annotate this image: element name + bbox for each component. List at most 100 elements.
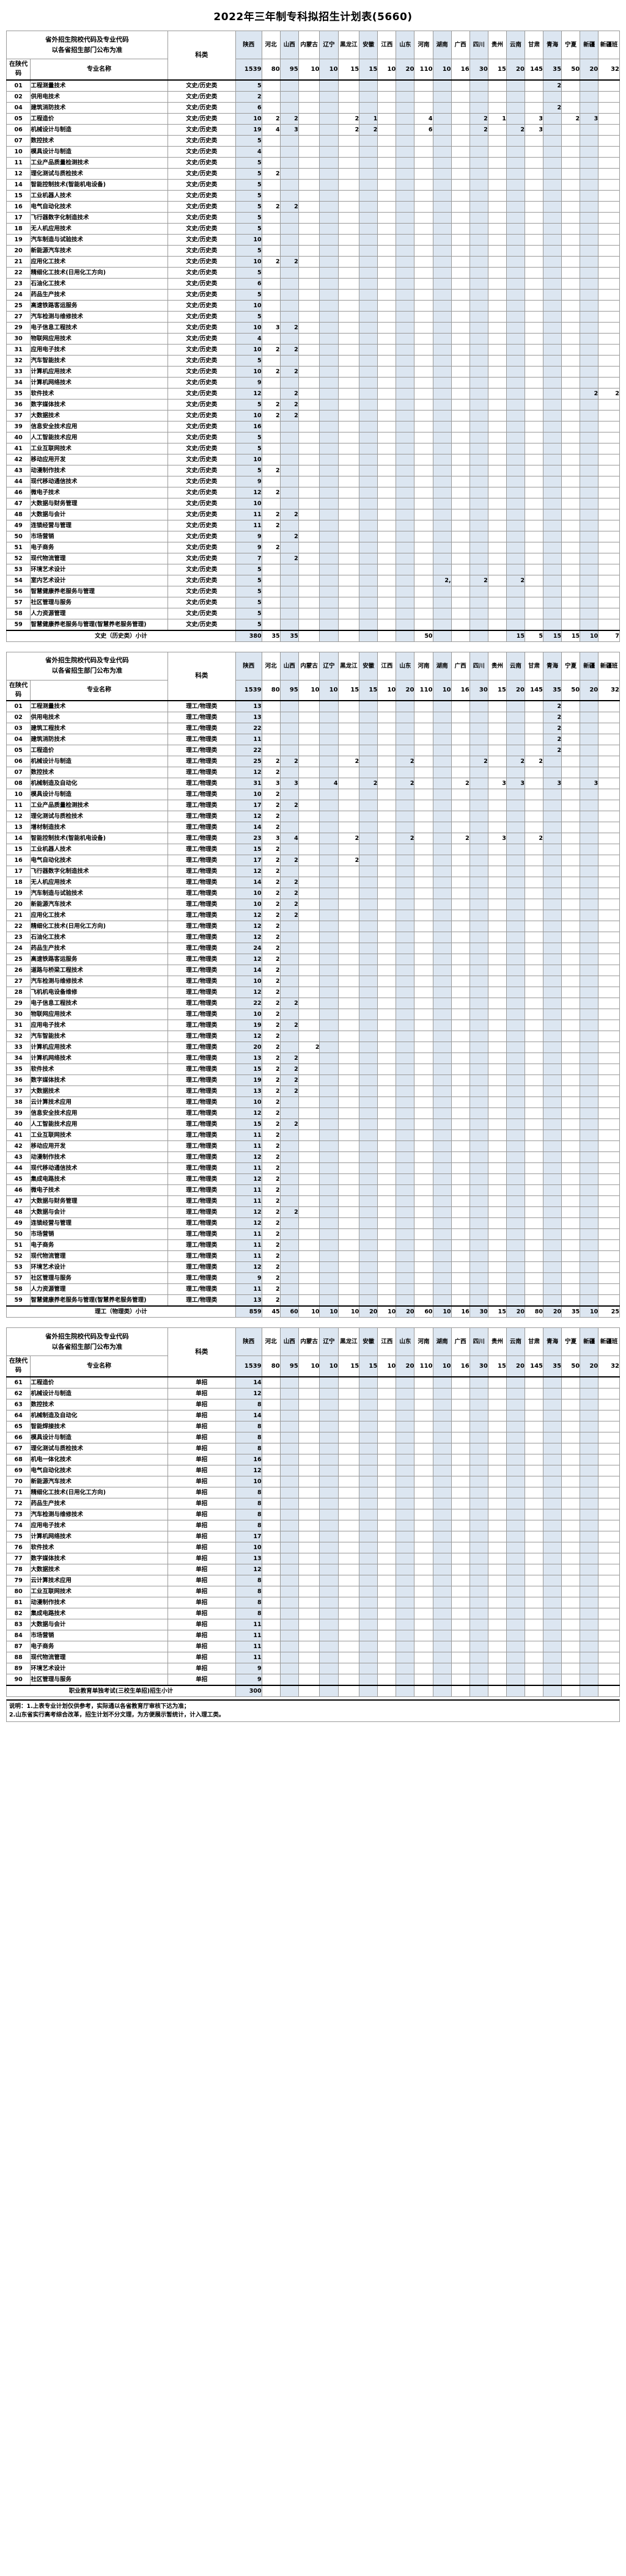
cell-p2 [279, 1107, 299, 1119]
cell-p1: 2 [261, 1294, 281, 1307]
cell-p14 [506, 822, 525, 833]
cell-p5 [337, 1064, 360, 1075]
cell-p10 [432, 1283, 452, 1295]
major-kelei: 理工/物理类 [167, 789, 236, 800]
cell-p7 [377, 998, 397, 1009]
cell-p7 [377, 1442, 397, 1454]
cell-p2 [279, 1184, 299, 1196]
cell-p4 [319, 1129, 339, 1141]
cell-p3 [298, 756, 320, 767]
cell-p11 [451, 888, 470, 899]
cell-p9 [414, 475, 433, 487]
cell-p10 [432, 811, 452, 822]
cell-p9 [414, 376, 433, 389]
cell-p12 [469, 1129, 488, 1141]
cell-p18 [580, 1420, 599, 1432]
cell-p13 [487, 1118, 507, 1130]
cell-p10 [432, 910, 452, 921]
cell-p3 [298, 299, 320, 312]
major-name: 新能源汽车技术 [30, 1475, 168, 1487]
major-kelei: 理工/物理类 [167, 1009, 236, 1020]
cell-p4 [319, 811, 339, 822]
cell-p13 [487, 745, 507, 756]
cell-p17: 2 [561, 112, 581, 125]
cell-p2 [279, 1574, 299, 1586]
cell-p11 [451, 398, 470, 410]
cell-p14 [506, 255, 525, 268]
cell-p19 [598, 877, 620, 888]
cell-p9 [414, 1294, 433, 1307]
cell-p13 [487, 976, 507, 987]
cell-p15 [524, 877, 544, 888]
cell-p18 [580, 332, 599, 345]
cell-p19 [598, 1651, 620, 1663]
header-name-col: 专业名称 [30, 1356, 168, 1377]
row-total: 5 [235, 618, 262, 630]
cell-p9 [414, 1618, 433, 1630]
cell-p6 [359, 1530, 378, 1542]
cell-p11 [451, 420, 470, 432]
row-total: 19 [235, 123, 262, 136]
cell-p2 [279, 574, 299, 586]
cell-p3 [298, 1596, 320, 1608]
cell-p17 [561, 607, 581, 619]
cell-p2: 2 [279, 899, 299, 910]
table-subheader-row: 在陕代码 专业名称 1539 80 95 10 10 15 15 10 20 110 10 16 30 15 2… [6, 1356, 620, 1377]
cell-p17 [561, 1217, 581, 1229]
cell-p10 [432, 442, 452, 454]
table-row: 52 现代物流管理 文史/历史类 7 2 [6, 552, 620, 564]
cell-p6: 1 [359, 112, 378, 125]
cell-p16 [543, 1442, 562, 1454]
cell-p14 [506, 1042, 525, 1053]
cell-p12 [469, 1042, 488, 1053]
major-name: 汽车检测与维修技术 [30, 1508, 168, 1520]
cell-p19 [598, 618, 620, 630]
cell-p8 [396, 745, 415, 756]
cell-p4 [319, 1239, 339, 1251]
cell-p11 [451, 1206, 470, 1218]
cell-p17 [561, 1064, 581, 1075]
table-row: 45 集成电路技术 理工/物理类 12 2 [6, 1173, 620, 1185]
cell-p12 [469, 596, 488, 608]
cell-p13 [487, 1640, 507, 1652]
cell-p15: 2 [524, 756, 544, 767]
cell-p7 [377, 1585, 397, 1597]
cell-p1 [261, 1585, 281, 1597]
cell-p19 [598, 700, 620, 712]
major-name: 市场营销 [30, 1629, 168, 1641]
cell-p14 [506, 464, 525, 476]
row-total: 12 [235, 1206, 262, 1218]
cell-p15: 3 [524, 123, 544, 136]
major-name: 汽车制造与试验技术 [30, 888, 168, 899]
major-code: 12 [6, 167, 31, 180]
cell-p16 [543, 321, 562, 334]
cell-p1 [261, 266, 281, 279]
row-total: 11 [235, 1629, 262, 1641]
cell-p13 [487, 1651, 507, 1663]
major-name: 数字媒体技术 [30, 398, 168, 410]
cell-p19 [598, 453, 620, 465]
cell-p3 [298, 1162, 320, 1174]
major-kelei: 理工/物理类 [167, 1162, 236, 1174]
table-row: 10 模具设计与制造 理工/物理类 10 2 [6, 789, 620, 800]
major-name: 精细化工技术(日用化工方向) [30, 1486, 168, 1498]
table-row: 67 理化测试与质检技术 单招 8 [6, 1442, 620, 1454]
cell-p12 [469, 519, 488, 531]
cell-p1: 2 [261, 1195, 281, 1207]
province-header-0: 陕西 [235, 31, 262, 59]
cell-p15 [524, 277, 544, 290]
cell-p2 [279, 1096, 299, 1108]
major-name: 工业机器人技术 [30, 844, 168, 855]
cell-p3 [298, 464, 320, 476]
cell-p4 [319, 1250, 339, 1262]
cell-p9 [414, 244, 433, 257]
cell-p16 [543, 244, 562, 257]
major-code: 07 [6, 134, 31, 147]
cell-p11 [451, 508, 470, 520]
cell-p12 [469, 453, 488, 465]
cell-p5 [337, 497, 360, 509]
cell-p9 [414, 1530, 433, 1542]
cell-p17 [561, 1453, 581, 1465]
cell-p1 [261, 1640, 281, 1652]
major-kelei: 理工/物理类 [167, 1250, 236, 1262]
